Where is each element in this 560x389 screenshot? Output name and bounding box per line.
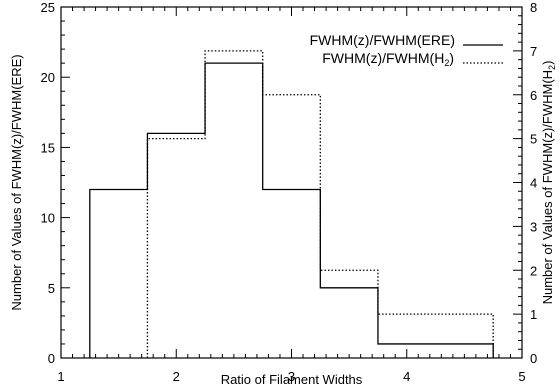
- y-axis-right-label-close: ): [540, 61, 555, 65]
- series-ere-step-line: [89, 62, 494, 358]
- y-right-tick-label: 8: [530, 0, 537, 15]
- x-tick-label: 3: [288, 369, 295, 384]
- y-left-tick-label: 0: [48, 351, 55, 366]
- plot-frame: [60, 6, 523, 359]
- x-tick-label: 5: [518, 369, 525, 384]
- y-right-tick-label: 4: [530, 176, 537, 191]
- y-right-tick-label: 2: [530, 263, 537, 278]
- x-axis-label: Ratio of Filament Widths: [221, 372, 363, 387]
- y-axis-right-label: Number of Values of FWHM(z)/FWHM(H2): [540, 61, 557, 305]
- histogram-series: [89, 50, 494, 358]
- y-right-tick-label: 0: [530, 351, 537, 366]
- y-right-tick-label: 5: [530, 132, 537, 147]
- y-right-tick-label: 1: [530, 307, 537, 322]
- legend-label-ere: FWHM(z)/FWHM(ERE): [310, 32, 455, 48]
- legend-label-h2-close: ): [449, 50, 454, 66]
- y-right-tick-label: 3: [530, 219, 537, 234]
- legend-label-h2-main: FWHM(z)/FWHM(H: [322, 50, 444, 66]
- y-axis-right-label-subscript: 2: [547, 65, 557, 70]
- y-right-tick-label: 7: [530, 44, 537, 59]
- legend: FWHM(z)/FWHM(ERE) FWHM(z)/FWHM(H2): [310, 32, 503, 68]
- series-h2-step-line: [146, 50, 494, 358]
- legend-label-h2-subscript: 2: [444, 58, 449, 68]
- x-tick-label: 4: [403, 369, 410, 384]
- x-tick-label: 1: [57, 369, 64, 384]
- y-left-tick-label: 20: [41, 70, 55, 85]
- y-left-tick-label: 15: [41, 140, 55, 155]
- y-axis-left-label: Number of Values of FWHM(z)/FWHM(ERE): [9, 54, 24, 310]
- y-left-tick-label: 10: [41, 211, 55, 226]
- y-right-tick-label: 6: [530, 88, 537, 103]
- y-left-tick-label: 5: [48, 281, 55, 296]
- y-axis-right-label-main: Number of Values of FWHM(z)/FWHM(H: [540, 70, 555, 305]
- legend-label-h2: FWHM(z)/FWHM(H2): [322, 50, 454, 68]
- x-tick-label: 2: [173, 369, 180, 384]
- y-left-tick-label: 25: [41, 0, 55, 15]
